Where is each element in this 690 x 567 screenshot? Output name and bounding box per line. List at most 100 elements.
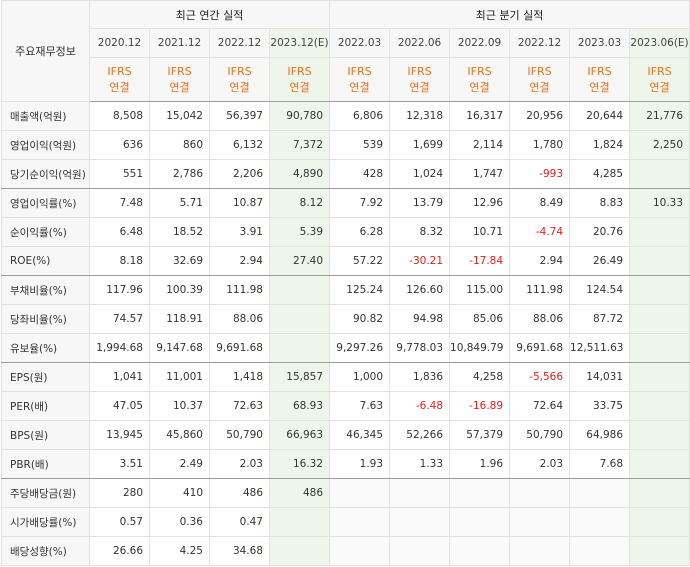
- row-label: 유보율(%): [1, 333, 90, 363]
- value-cell: 2.94: [509, 246, 571, 276]
- row-label: 주당배당금(원): [1, 478, 90, 508]
- value-cell: 13.79: [389, 188, 451, 218]
- value-cell: 57,379: [449, 420, 511, 450]
- consolidation-basis: 연결: [529, 80, 550, 94]
- accounting-standard: IFRS: [167, 64, 192, 78]
- value-cell: 4,258: [449, 362, 511, 392]
- value-cell: -4.74: [509, 217, 571, 247]
- empty-cell: [509, 536, 571, 566]
- consolidation-basis: 연결: [409, 80, 430, 94]
- empty-cell: [629, 246, 690, 276]
- period-header: 2023.03: [569, 28, 631, 58]
- value-cell: 50,790: [509, 420, 571, 450]
- value-cell: 10.71: [449, 217, 511, 247]
- value-cell: 2,250: [629, 130, 690, 160]
- value-cell: 7.92: [329, 188, 391, 218]
- value-cell: 6.28: [329, 217, 391, 247]
- value-cell: 50,790: [209, 420, 270, 450]
- value-cell: 3.91: [209, 217, 270, 247]
- value-cell: 15,042: [149, 101, 210, 131]
- period-header: 2023.06(E): [629, 28, 690, 58]
- value-cell: 2.94: [209, 246, 270, 276]
- value-cell: 6,132: [209, 130, 270, 160]
- value-cell: 87.72: [569, 304, 631, 334]
- value-cell: 2.03: [509, 449, 571, 479]
- empty-cell: [629, 449, 690, 479]
- data-row: 주당배당금(원) 280 410 486 486: [1, 478, 690, 508]
- value-cell: 860: [149, 130, 210, 160]
- value-cell: 4,890: [268, 159, 331, 189]
- accounting-standard: IFRS: [407, 64, 432, 78]
- value-cell: 13,945: [89, 420, 150, 450]
- data-row: 부채비율(%) 117.96 100.39 111.98 125.24 126.60 115…: [1, 275, 690, 305]
- row-label: 순이익률(%): [1, 217, 90, 247]
- value-cell: 124.54: [569, 275, 631, 305]
- value-cell: 6,806: [329, 101, 391, 131]
- value-cell: 111.98: [209, 275, 270, 305]
- value-cell: 1,836: [389, 362, 451, 392]
- value-cell: -16.89: [449, 391, 511, 421]
- value-cell: 8.83: [569, 188, 631, 218]
- value-cell: 126.60: [389, 275, 451, 305]
- empty-cell: [329, 536, 391, 566]
- value-cell: 32.69: [149, 246, 210, 276]
- empty-cell: [389, 536, 451, 566]
- value-cell: 56,397: [209, 101, 270, 131]
- value-cell: 4,285: [569, 159, 631, 189]
- data-row: PBR(배) 3.51 2.49 2.03 16.32 1.93 1.33 1.96 2.03 7…: [1, 449, 690, 479]
- period-header: 2021.12: [149, 28, 210, 58]
- value-cell: 0.57: [89, 507, 150, 537]
- value-cell: 115.00: [449, 275, 511, 305]
- accounting-standard: IFRS: [107, 64, 132, 78]
- value-cell: 2,206: [209, 159, 270, 189]
- data-row: EPS(원) 1,041 11,001 1,418 15,857 1,000 1,836 4,…: [1, 362, 690, 392]
- value-cell: 20,956: [509, 101, 571, 131]
- empty-cell: [629, 333, 690, 363]
- value-cell: 2,114: [449, 130, 511, 160]
- empty-cell: [268, 333, 331, 363]
- table-head: 주요재무정보 최근 연간 실적 최근 분기 실적 2020.12 2021.12 2…: [1, 0, 690, 102]
- value-cell: 4.25: [149, 536, 210, 566]
- row-label: BPS(원): [1, 420, 90, 450]
- value-cell: 15,857: [268, 362, 331, 392]
- value-cell: 9,147.68: [149, 333, 210, 363]
- value-cell: 1.33: [389, 449, 451, 479]
- standard-header: IFRS 연결: [149, 57, 210, 102]
- data-row: 영업이익률(%) 7.48 5.71 10.87 8.12 7.92 13.79 12.96 8…: [1, 188, 690, 218]
- value-cell: -993: [509, 159, 571, 189]
- value-cell: 20,644: [569, 101, 631, 131]
- value-cell: 2,786: [149, 159, 210, 189]
- accounting-standard: IFRS: [287, 64, 312, 78]
- value-cell: 10,849.79: [449, 333, 511, 363]
- standard-row: IFRS 연결 IFRS 연결 IFRS 연결 IFRS 연결 IFRS 연결 IFRS 연결 IFRS…: [2, 57, 690, 102]
- value-cell: 14,031: [569, 362, 631, 392]
- empty-cell: [629, 420, 690, 450]
- value-cell: 8.18: [89, 246, 150, 276]
- value-cell: 410: [149, 478, 210, 508]
- value-cell: 551: [89, 159, 150, 189]
- empty-cell: [268, 507, 331, 537]
- value-cell: 16.32: [268, 449, 331, 479]
- value-cell: 1,000: [329, 362, 391, 392]
- value-cell: 33.75: [569, 391, 631, 421]
- row-label: PER(배): [1, 391, 90, 421]
- value-cell: 0.36: [149, 507, 210, 537]
- value-cell: -6.48: [389, 391, 451, 421]
- value-cell: 1,824: [569, 130, 631, 160]
- empty-cell: [629, 304, 690, 334]
- value-cell: 12,318: [389, 101, 451, 131]
- value-cell: 11,001: [149, 362, 210, 392]
- row-label: 영업이익률(%): [1, 188, 90, 218]
- empty-cell: [268, 536, 331, 566]
- consolidation-basis: 연결: [589, 80, 610, 94]
- empty-cell: [569, 507, 631, 537]
- value-cell: 7,372: [268, 130, 331, 160]
- value-cell: 280: [89, 478, 150, 508]
- data-row: 유보율(%) 1,994.68 9,147.68 9,691.68 9,297.26 9,…: [1, 333, 690, 363]
- value-cell: 66,963: [268, 420, 331, 450]
- row-label: 영업이익(억원): [1, 130, 90, 160]
- row-label: 시가배당률(%): [1, 507, 90, 537]
- value-cell: 88.06: [509, 304, 571, 334]
- value-cell: 68.93: [268, 391, 331, 421]
